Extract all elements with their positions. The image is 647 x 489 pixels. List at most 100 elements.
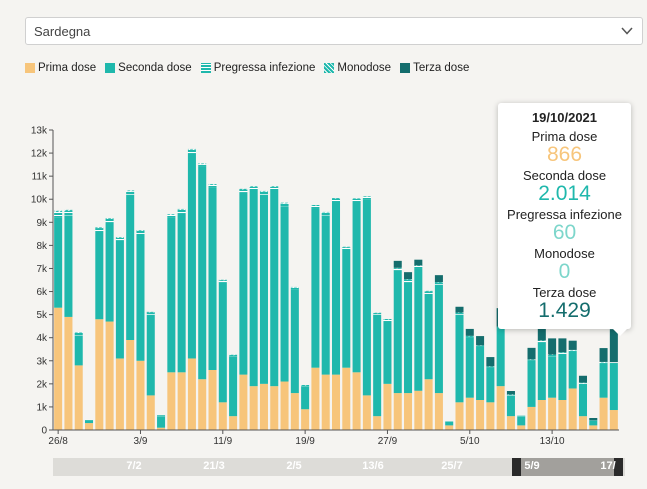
bar-monodose-21-9[interactable] xyxy=(321,211,330,213)
bar-prima-dose-13-9[interactable] xyxy=(239,374,248,430)
bar-monodose-15-10[interactable] xyxy=(568,349,577,351)
bar-prima-dose-9-10[interactable] xyxy=(506,416,515,430)
bar-seconda-dose-17-10[interactable] xyxy=(589,420,598,426)
bar-prima-dose-8-9[interactable] xyxy=(187,358,196,430)
bar-pregressa-infezione-26-9[interactable] xyxy=(373,313,382,315)
bar-seconda-dose-2-10[interactable] xyxy=(434,284,443,394)
bar-pregressa-infezione-21-9[interactable] xyxy=(321,212,330,216)
bar-seconda-dose-12-10[interactable] xyxy=(537,342,546,400)
bar-seconda-dose-27-8[interactable] xyxy=(64,215,73,317)
bar-prima-dose-22-9[interactable] xyxy=(331,374,341,430)
bar-prima-dose-3-10[interactable] xyxy=(445,425,454,430)
bar-terza-dose-17-10[interactable] xyxy=(589,418,598,421)
bar-seconda-dose-16-9[interactable] xyxy=(270,190,279,387)
bar-pregressa-infezione-5-10[interactable] xyxy=(465,336,474,338)
bar-monodose-27-9[interactable] xyxy=(383,319,392,320)
bar-prima-dose-29-8[interactable] xyxy=(85,423,94,430)
bar-pregressa-infezione-27-8[interactable] xyxy=(64,210,73,216)
bar-pregressa-infezione-10-9[interactable] xyxy=(208,184,217,188)
bar-prima-dose-7-9[interactable] xyxy=(177,372,186,430)
bar-monodose-15-9[interactable] xyxy=(259,190,268,192)
bar-seconda-dose-28-8[interactable] xyxy=(74,335,83,366)
bar-prima-dose-13-10[interactable] xyxy=(548,397,557,430)
bar-terza-dose-7-10[interactable] xyxy=(486,357,495,367)
bar-seconda-dose-30-8[interactable] xyxy=(95,231,104,320)
bar-monodose-26-8[interactable] xyxy=(54,210,63,212)
bar-seconda-dose-18-9[interactable] xyxy=(290,289,299,394)
bar-pregressa-infezione-9-9[interactable] xyxy=(198,164,207,167)
bar-monodose-7-10[interactable] xyxy=(486,366,495,367)
bar-monodose-18-9[interactable] xyxy=(290,286,299,288)
bar-monodose-14-9[interactable] xyxy=(249,186,258,187)
bar-pregressa-infezione-2-10[interactable] xyxy=(434,282,443,285)
bar-seconda-dose-3-10[interactable] xyxy=(445,421,454,426)
bar-pregressa-infezione-9-10[interactable] xyxy=(506,394,515,396)
bar-pregressa-infezione-11-9[interactable] xyxy=(218,280,227,283)
bar-prima-dose-18-9[interactable] xyxy=(290,393,299,430)
timeline-handle-right[interactable] xyxy=(614,458,623,476)
bar-pregressa-infezione-5-9[interactable] xyxy=(157,415,166,417)
bar-pregressa-infezione-1-10[interactable] xyxy=(424,291,433,294)
bar-seconda-dose-10-9[interactable] xyxy=(208,187,217,370)
bar-monodose-16-10[interactable] xyxy=(578,382,587,384)
bar-seconda-dose-7-10[interactable] xyxy=(486,367,495,403)
bar-prima-dose-1-10[interactable] xyxy=(424,379,433,430)
bar-pregressa-infezione-17-10[interactable] xyxy=(589,420,598,421)
bar-prima-dose-11-10[interactable] xyxy=(527,406,536,430)
bar-seconda-dose-26-9[interactable] xyxy=(373,314,382,417)
bar-pregressa-infezione-16-10[interactable] xyxy=(578,382,587,384)
bar-monodose-2-10[interactable] xyxy=(434,282,443,283)
bar-monodose-23-9[interactable] xyxy=(342,246,351,248)
bar-pregressa-infezione-25-9[interactable] xyxy=(362,196,371,200)
bar-terza-dose-5-10[interactable] xyxy=(465,328,474,336)
bar-pregressa-infezione-15-10[interactable] xyxy=(568,350,577,352)
bar-monodose-6-9[interactable] xyxy=(167,214,176,215)
bar-monodose-20-9[interactable] xyxy=(311,205,320,206)
bar-pregressa-infezione-31-8[interactable] xyxy=(105,218,114,223)
bar-prima-dose-30-9[interactable] xyxy=(414,390,423,430)
bar-seconda-dose-7-9[interactable] xyxy=(177,213,186,373)
bar-prima-dose-10-9[interactable] xyxy=(208,370,217,430)
bar-monodose-2-9[interactable] xyxy=(126,190,135,192)
bar-monodose-28-9[interactable] xyxy=(393,267,402,269)
bar-prima-dose-21-9[interactable] xyxy=(321,374,330,430)
bar-seconda-dose-15-10[interactable] xyxy=(568,351,577,389)
bar-prima-dose-16-10[interactable] xyxy=(578,416,587,430)
bar-pregressa-infezione-7-10[interactable] xyxy=(486,366,495,368)
bar-monodose-9-10[interactable] xyxy=(506,394,515,395)
bar-pregressa-infezione-28-9[interactable] xyxy=(393,268,402,271)
bar-prima-dose-25-9[interactable] xyxy=(362,395,371,430)
bar-terza-dose-11-10[interactable] xyxy=(527,347,536,360)
bar-monodose-5-10[interactable] xyxy=(465,335,474,337)
bar-monodose-13-10[interactable] xyxy=(548,354,557,356)
bar-monodose-3-9[interactable] xyxy=(136,230,145,231)
bar-terza-dose-12-10[interactable] xyxy=(537,326,546,341)
bar-pregressa-infezione-11-10[interactable] xyxy=(527,359,536,361)
bar-pregressa-infezione-19-9[interactable] xyxy=(301,385,310,387)
bar-seconda-dose-16-10[interactable] xyxy=(578,383,587,417)
bar-monodose-17-9[interactable] xyxy=(280,202,289,204)
bar-prima-dose-5-10[interactable] xyxy=(465,397,474,430)
bar-terza-dose-2-10[interactable] xyxy=(434,275,443,283)
bar-seconda-dose-1-10[interactable] xyxy=(424,293,433,380)
bar-pregressa-infezione-29-9[interactable] xyxy=(404,279,413,283)
bar-terza-dose-14-10[interactable] xyxy=(558,338,567,353)
bar-prima-dose-16-9[interactable] xyxy=(270,386,279,430)
bar-seconda-dose-22-9[interactable] xyxy=(331,201,341,375)
bar-seconda-dose-9-10[interactable] xyxy=(506,395,515,417)
bar-seconda-dose-31-8[interactable] xyxy=(105,222,114,322)
bar-monodose-27-8[interactable] xyxy=(64,209,73,211)
timeline-selected-window[interactable] xyxy=(512,458,623,476)
bar-seconda-dose-24-9[interactable] xyxy=(352,201,361,373)
bar-pregressa-infezione-1-9[interactable] xyxy=(115,238,124,241)
bar-terza-dose-28-9[interactable] xyxy=(393,260,402,268)
bar-monodose-8-9[interactable] xyxy=(187,148,196,150)
region-select[interactable]: Sardegna xyxy=(25,17,643,45)
bar-pregressa-infezione-19-10[interactable] xyxy=(609,362,618,364)
bar-seconda-dose-8-9[interactable] xyxy=(187,153,196,359)
bar-pregressa-infezione-12-10[interactable] xyxy=(537,340,546,343)
bar-terza-dose-29-9[interactable] xyxy=(404,272,413,280)
bar-seconda-dose-15-9[interactable] xyxy=(259,194,268,384)
bar-terza-dose-16-10[interactable] xyxy=(578,375,587,383)
bar-seconda-dose-3-9[interactable] xyxy=(136,233,145,361)
